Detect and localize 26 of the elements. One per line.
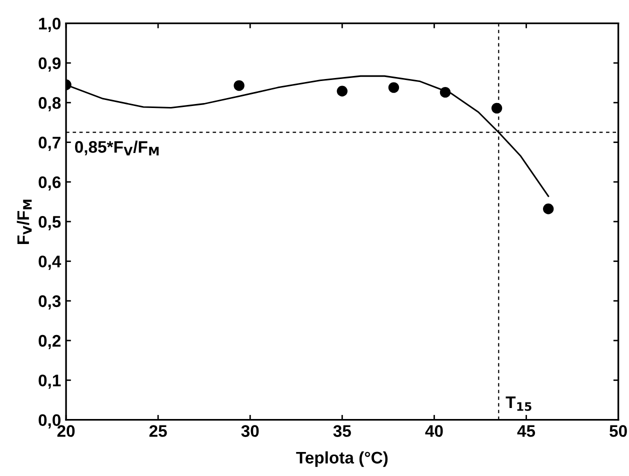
y-tick-label: 0,9: [38, 57, 61, 72]
y-tick-label: 0,8: [38, 97, 61, 112]
point: [543, 204, 554, 214]
x-tick-label: 40: [425, 425, 443, 437]
x-tick-label: 35: [333, 425, 351, 437]
y-axis-title: F$_{V}$/F$_{M}$: [16, 200, 32, 244]
point: [440, 86, 451, 98]
point: [234, 80, 244, 91]
y-tick-label: 0,6: [38, 176, 61, 191]
ref-line-label: T$_{15}$: [506, 396, 532, 411]
ref-line-label: 0,85*F$_{V}$/F$_{M}$: [75, 140, 159, 156]
y-tick-label: 0,3: [38, 295, 61, 310]
y-tick-label: 0,5: [38, 216, 61, 230]
x-axis-title: Teplota (°C): [296, 451, 388, 467]
y-tick-label: 0,2: [38, 334, 61, 350]
y-tick-label: 1,0: [39, 18, 61, 32]
x-tick-label: 30: [241, 425, 259, 437]
y-tick-label: 0,4: [38, 256, 62, 270]
point: [336, 86, 348, 96]
x-tick-label: 50: [610, 425, 627, 437]
x-tick-label: 25: [149, 425, 167, 437]
x-tick-label: 45: [517, 425, 536, 437]
y-tick-label: 0,1: [38, 374, 61, 389]
y-tick-label: 0,7: [38, 136, 60, 151]
point: [388, 82, 400, 93]
point: [491, 102, 502, 114]
